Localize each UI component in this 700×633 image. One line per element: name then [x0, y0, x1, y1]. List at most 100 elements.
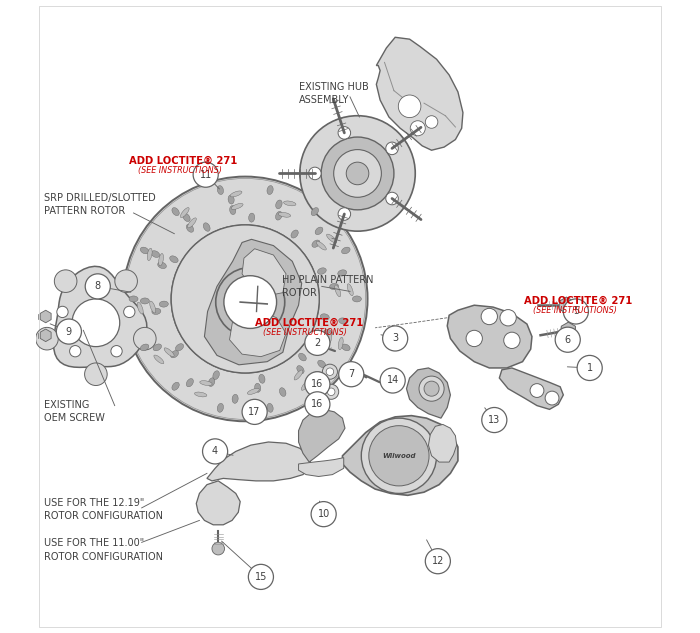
Ellipse shape [209, 378, 215, 387]
Polygon shape [407, 368, 450, 418]
Ellipse shape [318, 268, 326, 274]
Polygon shape [499, 368, 564, 410]
Ellipse shape [154, 355, 164, 364]
Text: 15: 15 [255, 572, 267, 582]
Circle shape [309, 167, 321, 180]
Circle shape [334, 149, 382, 197]
Circle shape [321, 137, 394, 210]
Ellipse shape [151, 251, 160, 258]
Ellipse shape [158, 262, 167, 268]
Ellipse shape [232, 394, 238, 403]
Polygon shape [53, 266, 147, 367]
Text: 1: 1 [587, 363, 593, 373]
Ellipse shape [248, 213, 255, 222]
Ellipse shape [152, 308, 161, 315]
Circle shape [564, 299, 589, 324]
Circle shape [530, 384, 544, 398]
Ellipse shape [140, 344, 149, 351]
Ellipse shape [276, 211, 282, 220]
Text: EXISTING
OEM SCREW: EXISTING OEM SCREW [44, 400, 105, 423]
Circle shape [323, 364, 337, 379]
Ellipse shape [199, 380, 212, 385]
Text: ADD LOCTITE® 271: ADD LOCTITE® 271 [129, 156, 237, 166]
Ellipse shape [183, 213, 190, 222]
Text: (SEE INSTRUCTIONS): (SEE INSTRUCTIONS) [533, 306, 617, 315]
Text: (SEE INSTRUCTIONS): (SEE INSTRUCTIONS) [138, 166, 222, 175]
Circle shape [72, 299, 120, 347]
Ellipse shape [186, 379, 193, 387]
Ellipse shape [217, 185, 223, 194]
Circle shape [310, 392, 325, 407]
Circle shape [310, 372, 325, 387]
Ellipse shape [164, 348, 174, 356]
Ellipse shape [330, 284, 339, 289]
Polygon shape [298, 410, 345, 462]
Ellipse shape [276, 200, 282, 209]
Circle shape [216, 268, 285, 337]
Circle shape [504, 332, 520, 349]
Circle shape [224, 276, 276, 329]
Ellipse shape [294, 370, 303, 380]
Circle shape [172, 225, 319, 373]
Circle shape [304, 392, 330, 417]
Circle shape [328, 388, 335, 396]
Ellipse shape [279, 388, 286, 396]
Ellipse shape [230, 191, 242, 197]
Ellipse shape [299, 353, 307, 361]
Ellipse shape [176, 344, 183, 351]
Circle shape [338, 208, 351, 220]
Ellipse shape [316, 241, 326, 250]
Ellipse shape [312, 208, 318, 216]
Ellipse shape [150, 301, 155, 313]
Ellipse shape [171, 351, 178, 358]
Circle shape [426, 549, 450, 573]
Circle shape [481, 308, 498, 325]
Circle shape [304, 330, 330, 355]
Circle shape [69, 346, 81, 357]
Circle shape [85, 274, 111, 299]
Ellipse shape [228, 195, 235, 204]
Polygon shape [207, 442, 311, 481]
Ellipse shape [284, 201, 296, 206]
Text: SRP DRILLED/SLOTTED
PATTERN ROTOR: SRP DRILLED/SLOTTED PATTERN ROTOR [44, 193, 155, 216]
Circle shape [172, 225, 319, 373]
Text: (SEE INSTRUCTIONS): (SEE INSTRUCTIONS) [263, 328, 347, 337]
Polygon shape [204, 239, 302, 365]
Ellipse shape [247, 389, 259, 394]
Circle shape [545, 391, 559, 405]
Circle shape [466, 330, 482, 347]
Ellipse shape [259, 374, 265, 383]
Ellipse shape [267, 185, 273, 194]
Ellipse shape [338, 270, 346, 276]
Circle shape [383, 326, 407, 351]
Ellipse shape [318, 360, 326, 368]
Text: 16: 16 [312, 379, 323, 389]
Ellipse shape [324, 329, 332, 336]
Circle shape [57, 306, 68, 318]
Ellipse shape [129, 296, 138, 302]
Circle shape [115, 270, 137, 292]
Text: 8: 8 [94, 282, 101, 291]
Polygon shape [447, 305, 532, 368]
Circle shape [202, 439, 228, 464]
Ellipse shape [181, 208, 189, 218]
Ellipse shape [203, 223, 210, 231]
Ellipse shape [188, 218, 196, 228]
Circle shape [134, 327, 156, 350]
Ellipse shape [230, 206, 236, 215]
Ellipse shape [248, 401, 260, 407]
Text: 5: 5 [573, 306, 579, 316]
Ellipse shape [169, 256, 178, 263]
Circle shape [577, 355, 602, 380]
Text: 4: 4 [212, 446, 218, 456]
Circle shape [380, 368, 405, 393]
Circle shape [500, 310, 517, 326]
Ellipse shape [186, 224, 194, 232]
Ellipse shape [140, 298, 149, 304]
Circle shape [193, 162, 218, 187]
Circle shape [424, 381, 439, 396]
Ellipse shape [159, 253, 164, 266]
Text: 2: 2 [314, 338, 321, 348]
Ellipse shape [352, 296, 361, 302]
Polygon shape [428, 424, 456, 462]
